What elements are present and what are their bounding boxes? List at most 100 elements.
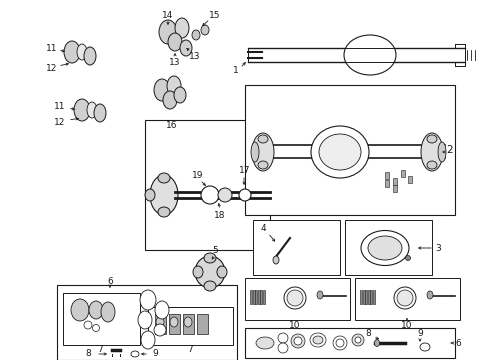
Ellipse shape [355,337,361,343]
Ellipse shape [175,18,189,38]
Bar [245,85,455,215]
Bar [370,290,372,304]
Ellipse shape [319,134,361,170]
Ellipse shape [154,79,170,101]
Text: 11: 11 [46,44,58,53]
Text: 10: 10 [401,320,413,329]
Text: 11: 11 [54,102,66,111]
Ellipse shape [195,256,225,288]
Bar [263,290,265,304]
Text: 18: 18 [214,211,226,220]
Ellipse shape [256,337,274,349]
Text: 8: 8 [365,328,371,338]
Ellipse shape [352,334,364,346]
Text: 3: 3 [435,243,441,252]
Ellipse shape [159,20,177,44]
Ellipse shape [438,142,446,162]
Text: 15: 15 [209,10,221,19]
Bar [365,290,367,304]
Text: 14: 14 [162,10,173,19]
Ellipse shape [394,287,416,309]
Ellipse shape [201,186,219,204]
Bar [260,290,262,304]
Bar [197,314,208,334]
Ellipse shape [101,302,115,322]
Ellipse shape [192,30,200,40]
Ellipse shape [184,317,192,327]
Ellipse shape [239,189,251,201]
Text: 7: 7 [187,345,193,354]
Ellipse shape [278,343,288,353]
Ellipse shape [291,334,305,348]
Ellipse shape [140,290,156,310]
Bar [250,290,252,304]
Ellipse shape [313,336,323,344]
Text: 16: 16 [166,121,178,130]
Ellipse shape [258,161,268,169]
Ellipse shape [427,135,437,143]
Ellipse shape [131,351,139,357]
Text: 7: 7 [97,345,103,354]
Ellipse shape [158,207,170,217]
Ellipse shape [258,135,268,143]
Ellipse shape [163,91,177,109]
Ellipse shape [344,35,396,75]
Ellipse shape [87,102,97,118]
Ellipse shape [217,266,227,278]
Ellipse shape [84,321,92,329]
Text: 1: 1 [233,66,239,75]
Bar [252,290,254,304]
Ellipse shape [170,317,178,327]
Ellipse shape [204,253,216,263]
Ellipse shape [251,142,259,162]
Ellipse shape [84,47,96,65]
Ellipse shape [421,133,443,171]
Ellipse shape [420,343,430,351]
Ellipse shape [167,76,181,96]
Ellipse shape [141,331,155,349]
Bar [148,307,233,345]
Bar [155,314,166,334]
Bar [145,120,270,250]
Ellipse shape [427,161,437,169]
Bar [183,314,194,334]
Text: 12: 12 [54,117,66,126]
Ellipse shape [94,104,106,122]
Bar [169,314,180,334]
Ellipse shape [74,99,90,121]
Text: 13: 13 [189,51,201,60]
Bar [245,278,350,320]
Ellipse shape [427,291,433,299]
Ellipse shape [336,339,344,347]
Text: 17: 17 [239,166,251,175]
Text: 19: 19 [192,171,204,180]
Bar [393,185,397,192]
Bar [385,180,389,187]
Ellipse shape [64,41,80,63]
Ellipse shape [155,301,169,319]
Text: 8: 8 [85,350,91,359]
Ellipse shape [273,256,279,264]
Bar [401,170,405,177]
Ellipse shape [406,256,411,261]
Bar [57,285,237,360]
Bar [258,290,260,304]
Text: 9: 9 [417,328,423,338]
Ellipse shape [252,133,274,171]
Ellipse shape [168,33,182,51]
Ellipse shape [287,290,303,306]
Bar [393,178,397,185]
Text: 13: 13 [169,58,181,67]
Ellipse shape [218,188,232,202]
Ellipse shape [145,189,155,201]
Ellipse shape [71,299,89,321]
Ellipse shape [150,175,178,215]
Ellipse shape [361,230,409,266]
Ellipse shape [374,339,379,346]
Ellipse shape [284,287,306,309]
Text: 5: 5 [212,246,218,255]
Bar [345,220,432,275]
Text: 4: 4 [260,224,266,233]
Ellipse shape [154,324,166,336]
Bar [360,290,362,304]
